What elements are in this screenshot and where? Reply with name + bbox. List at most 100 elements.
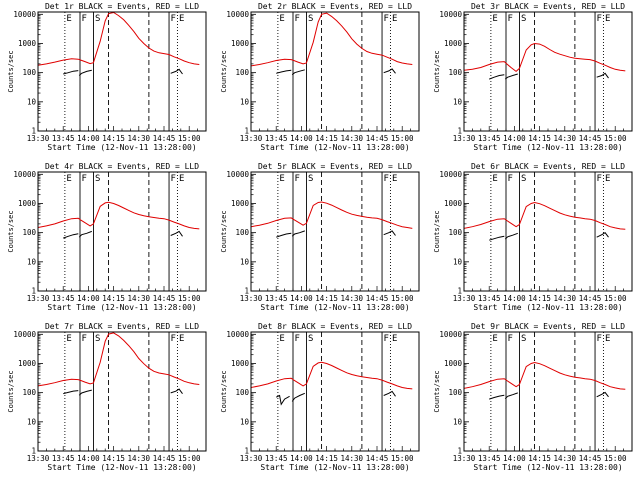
x-tick-label: 15:00 <box>604 134 627 143</box>
x-tick-label: 13:45 <box>52 294 75 303</box>
marker-label: E <box>279 14 284 24</box>
marker-label: F <box>295 334 300 344</box>
x-tick-label: 15:00 <box>391 294 414 303</box>
x-tick-label: 14:45 <box>366 134 389 143</box>
events-series-line <box>504 232 518 240</box>
y-tick-label: 10 <box>453 257 463 266</box>
x-axis-label: Start Time (12-Nov-11 13:28:00) <box>47 303 196 312</box>
marker-label: E <box>605 174 610 184</box>
x-tick-label: 13:45 <box>265 294 288 303</box>
events-series-line <box>63 390 79 395</box>
y-axis-label: Counts/sec <box>7 50 15 92</box>
x-tick-label: 13:30 <box>27 294 50 303</box>
y-tick-label: 1 <box>244 287 249 296</box>
detector-panel: Det 3r BLACK = Events, RED = LLD E F S F E 1 10… <box>426 0 639 160</box>
y-axis-label: Counts/sec <box>220 370 228 412</box>
marker-label: S <box>308 334 313 344</box>
y-tick-label: 1000 <box>444 39 463 48</box>
x-tick-label: 14:15 <box>102 294 125 303</box>
y-axis-label: Counts/sec <box>7 210 15 252</box>
y-tick-label: 1000 <box>18 199 37 208</box>
marker-label: S <box>95 14 100 24</box>
y-tick-label: 100 <box>22 388 36 397</box>
lld-series-line <box>464 42 626 73</box>
x-tick-label: 14:45 <box>153 454 176 463</box>
events-series-line <box>596 72 609 79</box>
plot-frame <box>250 331 420 452</box>
panel-title: Det 1r BLACK = Events, RED = LLD <box>45 2 199 11</box>
events-series-line <box>276 69 292 74</box>
x-axis-label: Start Time (12-Nov-11 13:28:00) <box>473 143 622 152</box>
x-tick-label: 14:30 <box>341 134 364 143</box>
marker-label: E <box>392 174 397 184</box>
data-series <box>251 12 413 76</box>
events-series-line <box>170 230 183 237</box>
y-tick-label: 1000 <box>231 359 250 368</box>
panel-title: Det 7r BLACK = Events, RED = LLD <box>45 322 199 331</box>
y-axis-label: Counts/sec <box>433 210 441 252</box>
event-markers <box>277 332 391 451</box>
marker-label: S <box>95 334 100 344</box>
y-tick-label: 100 <box>22 228 36 237</box>
marker-label: F <box>597 174 602 184</box>
events-series-line <box>78 69 92 76</box>
marker-label: F <box>295 14 300 24</box>
y-axis-label: Counts/sec <box>433 370 441 412</box>
data-series <box>38 201 200 239</box>
marker-label: F <box>171 174 176 184</box>
marker-label: E <box>66 334 71 344</box>
events-series-line <box>504 73 518 80</box>
x-tick-label: 14:45 <box>153 134 176 143</box>
data-series <box>464 361 626 400</box>
x-tick-label: 13:45 <box>52 134 75 143</box>
events-series-line <box>170 388 183 394</box>
plot-frame <box>463 171 633 292</box>
detector-panel: Det 6r BLACK = Events, RED = LLD E F S F E 1 10… <box>426 160 639 320</box>
x-tick-label: 13:45 <box>265 454 288 463</box>
y-tick-label: 10 <box>240 417 250 426</box>
events-series-line <box>489 235 505 241</box>
marker-label: F <box>82 14 87 24</box>
y-tick-label: 10000 <box>226 10 249 19</box>
y-tick-label: 10 <box>27 97 37 106</box>
x-tick-label: 14:00 <box>77 294 100 303</box>
y-tick-label: 1000 <box>231 39 250 48</box>
y-tick-label: 100 <box>235 228 249 237</box>
x-tick-label: 13:30 <box>240 454 263 463</box>
events-series-line <box>63 70 79 75</box>
x-tick-label: 14:45 <box>579 454 602 463</box>
x-tick-label: 13:30 <box>27 454 50 463</box>
x-tick-label: 14:00 <box>503 454 526 463</box>
plot-frame <box>463 331 633 452</box>
marker-label: E <box>279 334 284 344</box>
lld-series-line <box>38 12 200 66</box>
x-axis-label: Start Time (12-Nov-11 13:28:00) <box>260 463 409 472</box>
x-tick-label: 14:00 <box>290 294 313 303</box>
x-tick-label: 15:00 <box>604 454 627 463</box>
y-tick-label: 1000 <box>18 39 37 48</box>
panel-title: Det 6r BLACK = Events, RED = LLD <box>471 162 625 171</box>
detector-panel: Det 4r BLACK = Events, RED = LLD E F S F E 1 10… <box>0 160 213 320</box>
marker-label: F <box>597 14 602 24</box>
x-tick-label: 14:15 <box>528 294 551 303</box>
y-tick-label: 10000 <box>439 330 462 339</box>
marker-label: S <box>521 14 526 24</box>
marker-label: E <box>492 174 497 184</box>
x-axis-label: Start Time (12-Nov-11 13:28:00) <box>47 143 196 152</box>
panel-title: Det 4r BLACK = Events, RED = LLD <box>45 162 199 171</box>
y-tick-label: 10000 <box>226 330 249 339</box>
y-tick-label: 10 <box>27 417 37 426</box>
panel-title: Det 2r BLACK = Events, RED = LLD <box>258 2 412 11</box>
x-axis-label: Start Time (12-Nov-11 13:28:00) <box>47 463 196 472</box>
event-markers <box>490 332 604 451</box>
lld-series-line <box>251 201 413 229</box>
events-series-line <box>596 232 609 238</box>
x-tick-label: 15:00 <box>391 134 414 143</box>
